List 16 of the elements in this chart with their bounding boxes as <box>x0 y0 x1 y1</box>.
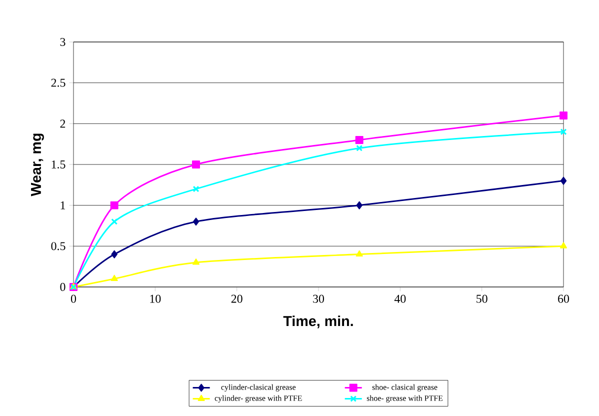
x-tick-label: 0 <box>70 294 76 303</box>
x-tick-label: 10 <box>150 294 161 303</box>
y-tick-label: 2 <box>60 120 66 128</box>
y-axis-title: Wear, mg <box>31 134 44 196</box>
y-tick-label: 2.5 <box>51 78 66 87</box>
y-tick-label: 1.5 <box>52 160 66 169</box>
x-tick-label: 20 <box>231 294 242 303</box>
y-tick-label: 0.5 <box>51 242 66 250</box>
y-tick-label: 3 <box>60 38 66 46</box>
x-tick-label: 30 <box>313 294 324 303</box>
x-axis-title: Time, min. <box>283 316 353 328</box>
y-tick-label: 1 <box>60 201 66 210</box>
y-tick-label: 0 <box>60 282 66 291</box>
x-tick-label: 40 <box>394 294 406 303</box>
x-tick-label: 50 <box>476 294 488 303</box>
x-tick-label: 60 <box>558 294 570 303</box>
